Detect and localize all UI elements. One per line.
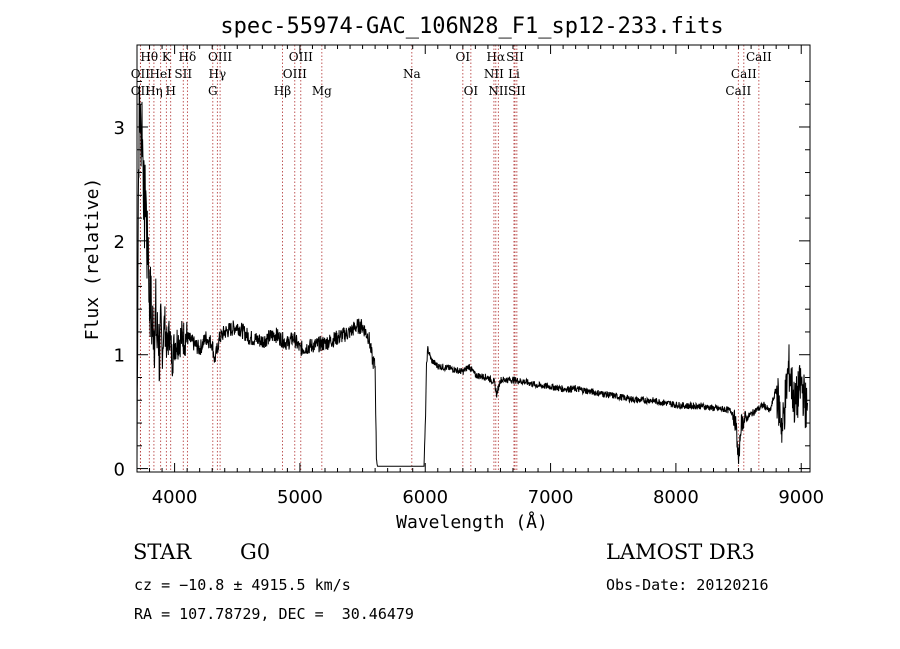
spectral-line-label: Hα [487, 50, 506, 64]
spectral-line-label: Hη [145, 84, 163, 98]
survey-name: LAMOST DR3 [606, 540, 755, 564]
spectral-line-label: HeI [150, 67, 173, 81]
y-tick-label: 3 [114, 118, 125, 139]
spectral-line-label: OIII [283, 67, 307, 81]
spectral-line-label: G [208, 84, 218, 98]
x-tick-label: 5000 [277, 487, 323, 508]
obs-date-line: Obs-Date: 20120216 [606, 576, 769, 594]
coords-line: RA = 107.78729, DEC = 30.46479 [134, 605, 414, 623]
y-tick-label: 1 [114, 346, 125, 367]
spectral-line-label: Na [403, 67, 421, 81]
spectrum-line [136, 85, 808, 467]
chart-title: spec-55974-GAC_106N28_F1_sp12-233.fits [220, 14, 723, 39]
spectral-line-label: SII [506, 50, 524, 64]
spectrum-series-layer [136, 85, 808, 467]
spectral-line-label: Li [508, 67, 520, 81]
spectral-line-label: OIII [208, 50, 232, 64]
spectral-line-label: Mg [312, 84, 332, 98]
spectral-line-label: OII [131, 84, 151, 98]
spectral-line-label: OI [464, 84, 479, 98]
spectral-line-label: NII [488, 84, 508, 98]
spectral-line-label: SII [174, 67, 192, 81]
spectral-line-label: CaII [725, 84, 751, 98]
spectral-line-label: CaII [746, 50, 772, 64]
spectral-line-label: Hδ [179, 50, 197, 64]
object-subclass: G0 [240, 540, 271, 564]
x-tick-label: 4000 [152, 487, 198, 508]
spectral-line-label: Hγ [209, 67, 227, 81]
spectral-line-label: OI [456, 50, 471, 64]
spectral-line-label: Hθ [140, 50, 158, 64]
spectral-line-label: H [165, 84, 175, 98]
spectral-line-label: OIII [289, 50, 313, 64]
x-tick-label: 8000 [653, 487, 699, 508]
y-axis-label: Flux (relative) [82, 178, 103, 341]
spectral-line-label: SII [508, 84, 526, 98]
y-tick-label: 0 [114, 460, 125, 481]
y-tick-label: 2 [114, 232, 125, 253]
x-axis-label: Wavelength (Å) [396, 511, 548, 533]
axis-ticks-layer: 4000 5000 6000 7000 8000 9000 0 1 2 3 [114, 45, 824, 508]
x-tick-label: 7000 [528, 487, 574, 508]
object-type: STAR [133, 540, 192, 564]
spectral-line-label: K [162, 50, 172, 64]
plot-frame [136, 44, 811, 473]
spectral-line-label: CaII [731, 67, 757, 81]
x-tick-label: 9000 [778, 487, 824, 508]
redshift-line: cz = −10.8 ± 4915.5 km/s [134, 576, 351, 594]
spectral-line-label: Hβ [274, 84, 291, 98]
spectral-line-label: NII [484, 67, 504, 81]
x-tick-label: 6000 [402, 487, 448, 508]
